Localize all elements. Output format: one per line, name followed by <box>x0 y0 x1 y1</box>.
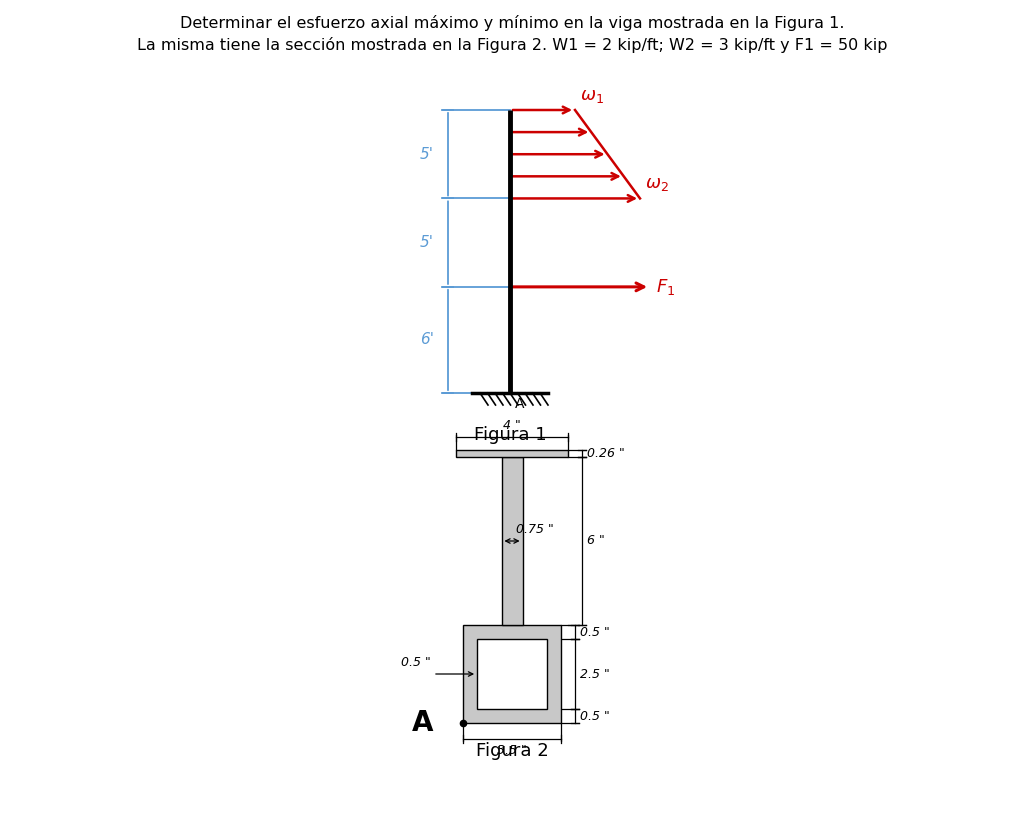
Text: 6 ": 6 " <box>587 534 605 547</box>
Text: 0.5 ": 0.5 " <box>580 710 609 723</box>
Text: A: A <box>515 397 524 411</box>
Text: 0.75 ": 0.75 " <box>516 523 554 536</box>
Text: 3.5 ": 3.5 " <box>497 744 527 757</box>
Text: Figura 2: Figura 2 <box>475 742 549 760</box>
Text: 0.26 ": 0.26 " <box>587 447 625 460</box>
Bar <box>502 457 522 625</box>
Text: 4 ": 4 " <box>503 419 521 432</box>
Bar <box>463 625 561 723</box>
Bar <box>456 450 568 457</box>
Text: La misma tiene la sección mostrada en la Figura 2. W1 = 2 kip/ft; W2 = 3 kip/ft : La misma tiene la sección mostrada en la… <box>137 37 887 53</box>
Text: 0.5 ": 0.5 " <box>401 656 431 669</box>
Text: $\omega_1$: $\omega_1$ <box>580 87 604 105</box>
Text: 0.5 ": 0.5 " <box>580 625 609 638</box>
Text: Determinar el esfuerzo axial máximo y mínimo en la viga mostrada en la Figura 1.: Determinar el esfuerzo axial máximo y mí… <box>180 15 844 31</box>
Text: $\omega_2$: $\omega_2$ <box>645 176 669 193</box>
Text: 5': 5' <box>420 235 434 250</box>
Text: 5': 5' <box>420 146 434 162</box>
Text: Figura 1: Figura 1 <box>474 426 547 444</box>
Text: 2.5 ": 2.5 " <box>580 667 609 680</box>
Text: 6': 6' <box>420 333 434 347</box>
Text: A: A <box>412 709 433 737</box>
Bar <box>477 639 547 709</box>
Text: $F_1$: $F_1$ <box>656 277 675 297</box>
